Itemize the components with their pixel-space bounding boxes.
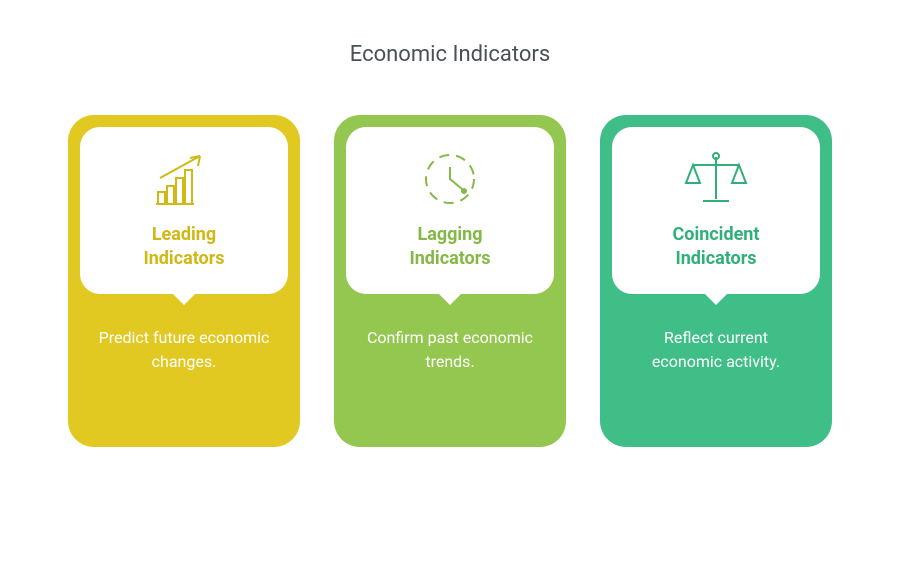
heading-line: Indicators <box>675 248 756 269</box>
heading-line: Coincident <box>673 224 760 245</box>
balance-scale-icon <box>681 149 751 209</box>
card-coincident-heading: Coincident Indicators <box>673 223 760 272</box>
bar-chart-up-icon <box>149 149 219 209</box>
page-title: Economic Indicators <box>0 42 900 67</box>
heading-line: Lagging <box>417 224 482 245</box>
card-coincident-desc: Reflect current economic activity. <box>612 326 820 374</box>
heading-line: Leading <box>152 224 216 245</box>
card-leading-inner: Leading Indicators <box>80 127 288 294</box>
heading-line: Indicators <box>409 248 490 269</box>
card-lagging-desc: Confirm past economic trends. <box>346 326 554 374</box>
card-lagging: Lagging Indicators Confirm past economic… <box>334 115 566 447</box>
card-lagging-inner: Lagging Indicators <box>346 127 554 294</box>
heading-line: Indicators <box>143 248 224 269</box>
card-leading-desc: Predict future economic changes. <box>80 326 288 374</box>
card-coincident: Coincident Indicators Reflect current ec… <box>600 115 832 447</box>
card-leading-heading: Leading Indicators <box>143 223 224 272</box>
card-lagging-heading: Lagging Indicators <box>409 223 490 272</box>
card-coincident-inner: Coincident Indicators <box>612 127 820 294</box>
cards-row: Leading Indicators Predict future econom… <box>0 115 900 447</box>
card-leading: Leading Indicators Predict future econom… <box>68 115 300 447</box>
clock-dashed-icon <box>415 149 485 209</box>
